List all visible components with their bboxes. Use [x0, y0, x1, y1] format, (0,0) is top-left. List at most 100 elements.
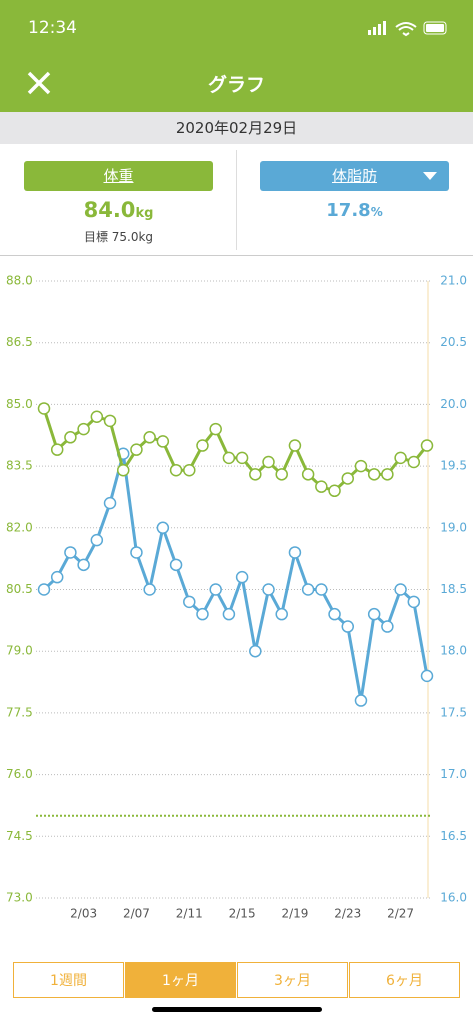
point: [315, 480, 328, 493]
y-tick-label: 79.0: [6, 644, 33, 658]
point: [275, 607, 288, 621]
y2-tick-label: 18.5: [440, 582, 467, 596]
point: [196, 439, 209, 452]
point: [143, 431, 156, 444]
y-tick-label: 74.5: [6, 829, 33, 843]
point: [235, 451, 249, 465]
fat-tab[interactable]: 体脂肪: [260, 161, 449, 191]
period-button[interactable]: 6ヶ月: [349, 962, 460, 998]
point: [37, 583, 51, 596]
y-tick-label: 85.0: [6, 397, 33, 411]
point: [90, 410, 104, 423]
status-icons: [368, 21, 447, 37]
point: [183, 595, 196, 609]
point: [275, 468, 288, 481]
y-tick-label: 82.0: [6, 520, 33, 534]
app-header: 12:34 グラフ: [0, 0, 473, 112]
y-tick-label: 86.5: [6, 335, 33, 349]
point: [328, 484, 341, 498]
y2-tick-label: 19.5: [440, 459, 467, 473]
point: [262, 583, 275, 596]
unit: %: [370, 205, 383, 219]
point: [50, 570, 64, 584]
weight-value: 84.0kg: [24, 198, 213, 222]
point: [328, 607, 341, 621]
x-tick-label: 2/15: [229, 907, 256, 921]
point: [288, 546, 302, 559]
point: [77, 558, 90, 572]
point: [222, 607, 236, 621]
point: [381, 468, 394, 481]
point: [183, 463, 196, 477]
period-button[interactable]: 3ヶ月: [237, 962, 348, 998]
unit: kg: [135, 206, 154, 221]
point: [341, 472, 355, 485]
x-tick-label: 2/27: [387, 907, 414, 921]
divider: [236, 150, 237, 250]
point: [169, 463, 183, 477]
close-button[interactable]: [26, 70, 52, 96]
point: [143, 583, 156, 596]
point: [90, 533, 104, 547]
point: [420, 669, 434, 683]
point: [169, 558, 183, 572]
point: [407, 455, 421, 469]
point: [420, 439, 434, 452]
point: [394, 583, 407, 596]
y-tick-label: 76.0: [6, 767, 33, 781]
point: [64, 546, 77, 559]
point: [130, 546, 143, 559]
point: [341, 620, 355, 633]
point: [235, 570, 249, 584]
point: [222, 451, 236, 465]
point: [103, 496, 117, 510]
point: [367, 468, 381, 481]
point: [367, 607, 381, 621]
point: [249, 644, 262, 658]
y-tick-label: 88.0: [6, 274, 33, 288]
point: [156, 435, 170, 448]
divider: [0, 255, 473, 256]
point: [50, 443, 64, 456]
point: [354, 694, 368, 707]
point: [103, 414, 117, 428]
y2-tick-label: 16.5: [440, 829, 467, 843]
point: [37, 402, 51, 415]
point: [130, 443, 143, 456]
period-button[interactable]: 1週間: [13, 962, 124, 998]
value: 17.8: [326, 200, 371, 221]
point: [196, 607, 209, 621]
point: [209, 583, 222, 596]
home-indicator: [152, 1007, 322, 1012]
y-tick-label: 77.5: [6, 705, 33, 719]
y2-tick-label: 17.0: [440, 767, 467, 781]
series-line: [42, 453, 429, 701]
label: 体脂肪: [331, 167, 377, 185]
point: [64, 431, 77, 444]
point: [209, 422, 222, 436]
point: [394, 451, 407, 465]
y2-tick-label: 17.5: [440, 705, 467, 719]
fat-value: 17.8%: [260, 200, 449, 221]
point: [315, 583, 328, 596]
point: [77, 422, 90, 436]
y2-tick-label: 19.0: [440, 520, 467, 534]
weight-tab[interactable]: 体重: [24, 161, 213, 191]
value: 84.0: [83, 198, 136, 222]
date-bar: 2020年02月29日: [0, 112, 473, 144]
point: [407, 595, 421, 609]
header-title: グラフ: [207, 74, 265, 96]
x-tick-label: 2/11: [176, 907, 203, 921]
x-tick-label: 2/07: [123, 907, 150, 921]
period-button[interactable]: 1ヶ月: [125, 962, 236, 998]
chart: 73.0 74.5 76.0 77.5 79.0 80.5 82.0 83.5 85.0 86.5…: [6, 274, 467, 921]
point: [262, 455, 275, 469]
point: [288, 439, 302, 452]
point: [156, 521, 170, 535]
y-tick-label: 73.0: [6, 891, 33, 905]
dropdown-icon: [423, 172, 437, 180]
y2-tick-label: 20.5: [440, 335, 467, 349]
point: [116, 463, 130, 477]
x-tick-label: 2/03: [70, 907, 97, 921]
